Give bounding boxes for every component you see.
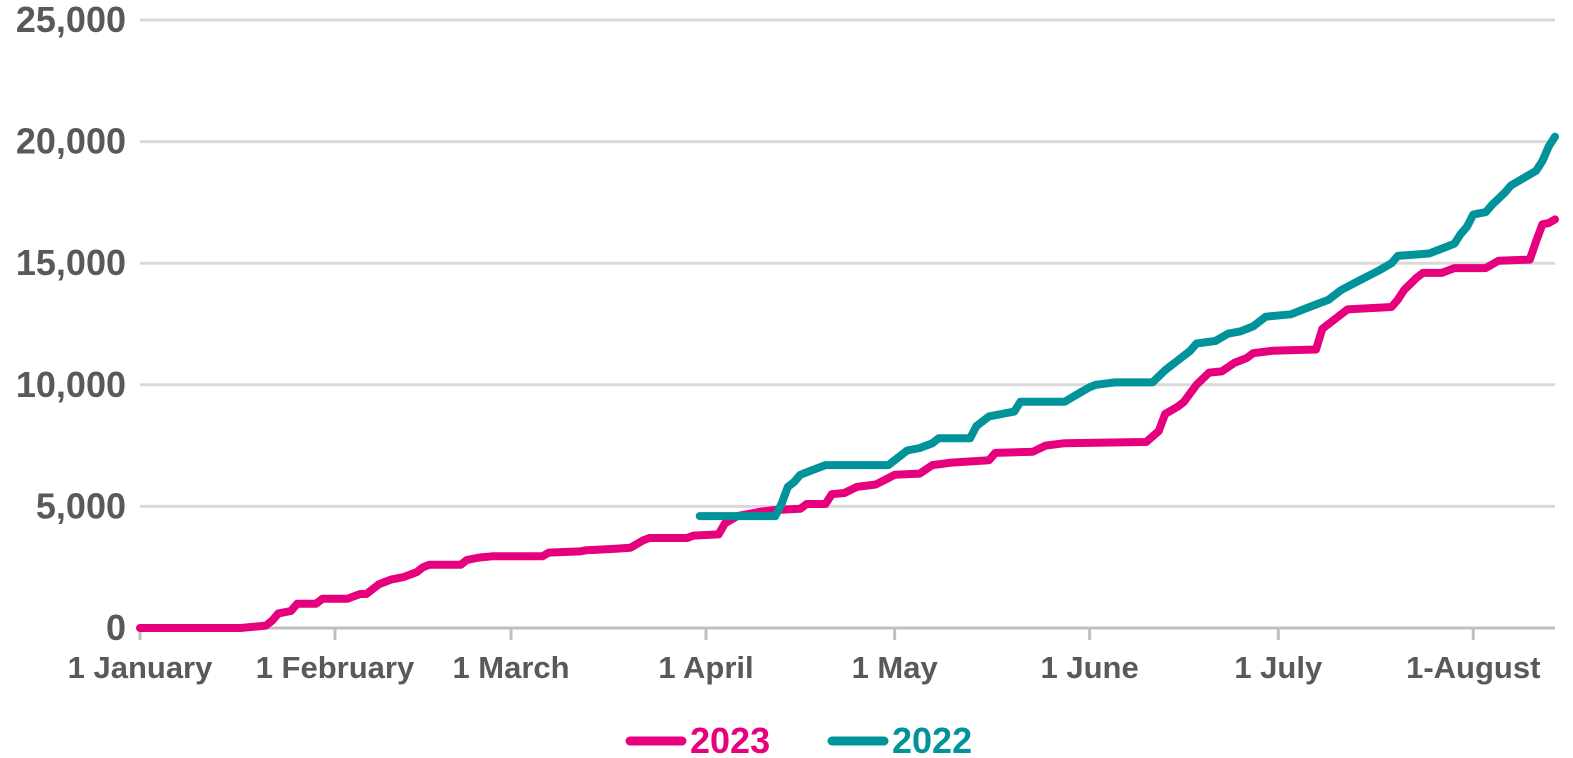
x-tick-label: 1-August bbox=[1406, 650, 1540, 685]
y-tick-label: 15,000 bbox=[16, 242, 126, 283]
legend-label-2023: 2023 bbox=[690, 720, 770, 758]
series-line-2022 bbox=[695, 132, 1559, 521]
y-tick-label: 10,000 bbox=[16, 364, 126, 405]
y-tick-label: 25,000 bbox=[16, 0, 126, 40]
series-lines bbox=[136, 132, 1559, 632]
y-tick-label: 5,000 bbox=[36, 485, 126, 526]
x-tick-label: 1 June bbox=[1041, 650, 1139, 685]
series-line-2023 bbox=[136, 215, 1559, 632]
x-tick-label: 1 January bbox=[68, 650, 214, 685]
y-axis-tick-labels: 0 5,000 10,000 15,000 20,000 25,000 bbox=[16, 0, 126, 648]
x-tick-label: 1 May bbox=[852, 650, 939, 685]
y-tick-label: 20,000 bbox=[16, 121, 126, 162]
legend: 2023 2022 bbox=[625, 720, 972, 758]
y-tick-label: 0 bbox=[106, 607, 126, 648]
x-axis: 1 January 1 February 1 March 1 April 1 May 1 … bbox=[68, 628, 1540, 685]
x-tick-label: 1 March bbox=[452, 650, 569, 685]
x-tick-label: 1 April bbox=[658, 650, 753, 685]
x-tick-label: 1 February bbox=[256, 650, 415, 685]
x-tick-label: 1 July bbox=[1234, 650, 1323, 685]
gridlines bbox=[140, 18, 1555, 630]
legend-label-2022: 2022 bbox=[892, 720, 972, 758]
